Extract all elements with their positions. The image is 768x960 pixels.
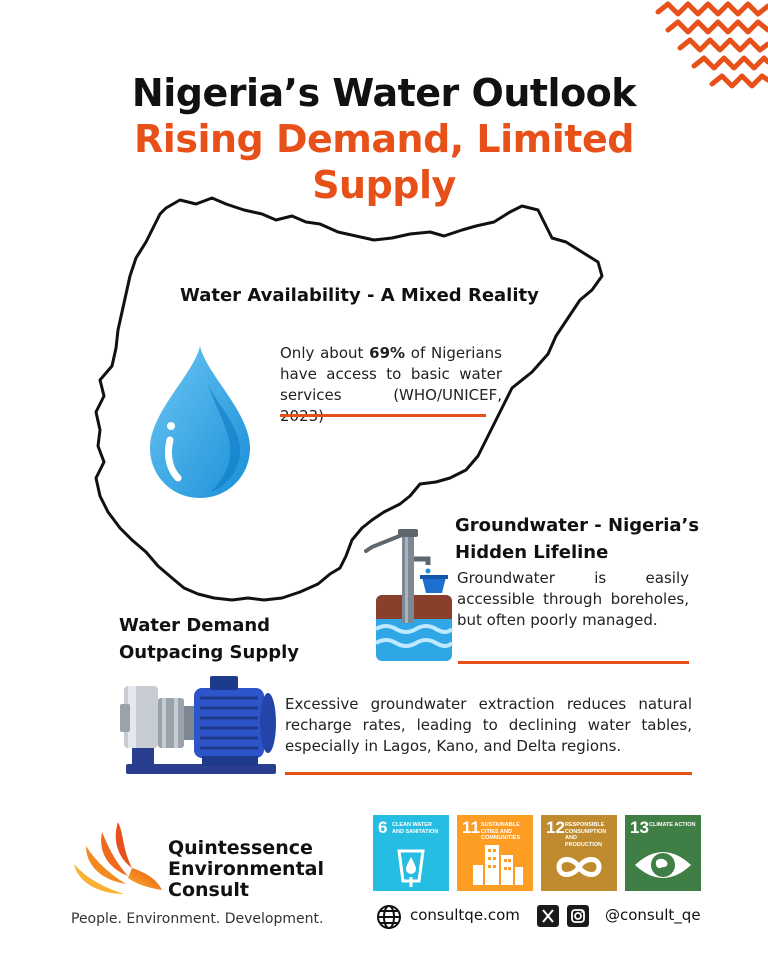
company-name-line-1: Quintessence [168,837,313,859]
groundwater-heading: Groundwater - Nigeria’s Hidden Lifeline [455,512,705,566]
x-icon[interactable] [537,905,559,927]
availability-heading: Water Availability - A Mixed Reality [180,285,539,306]
subtitle-line-1: Rising Demand, Limited [134,117,634,161]
demand-heading-line-2: Outpacing Supply [119,642,300,663]
company-tagline: People. Environment. Development. [71,911,324,927]
sdg-12-tile: 12 RESPONSIBLE CONSUMPTION AND PRODUCTIO… [541,815,617,891]
sdg-6-tile: 6 CLEAN WATER AND SANITATION [373,815,449,891]
sdg-11-tile: 11 SUSTAINABLE CITIES AND COMMUNITIES [457,815,533,891]
company-logo-icon [74,822,162,894]
company-name-line-3: Consult [168,879,249,901]
zigzag-decoration [655,1,768,89]
water-glass-icon [397,849,425,887]
availability-divider [280,414,486,417]
groundwater-heading-line-1: Groundwater - Nigeria’s [455,515,700,536]
sdg-6-number: 6 [378,818,388,837]
sdg-13-tile: 13 CLIMATE ACTION [625,815,701,891]
demand-heading-line-1: Water Demand [119,615,271,636]
demand-heading: Water Demand Outpacing Supply [119,612,319,666]
sdg-13-label: CLIMATE ACTION [649,822,696,828]
demand-divider [285,772,692,775]
hand-pump-icon [364,529,454,661]
globe-icon [377,905,401,929]
groundwater-divider [458,661,689,664]
sdg-12-number: 12 [546,818,565,837]
availability-text-post: of Nigerians have access to basic water … [280,344,502,425]
sdg-11-label: SUSTAINABLE CITIES AND COMMUNITIES [481,822,521,841]
sdg-13-number: 13 [630,818,649,837]
social-handle[interactable]: @consult_qe [605,906,701,924]
page-subtitle: Rising Demand, Limited Supply [100,116,668,208]
water-pump-motor-icon [120,676,276,774]
infinity-loop-icon [556,857,602,877]
instagram-icon[interactable] [567,905,589,927]
subtitle-line-2: Supply [312,163,456,207]
water-drop-icon [150,346,250,498]
demand-text: Excessive groundwater extraction reduces… [285,695,692,755]
company-name: Quintessence Environmental Consult [168,838,324,901]
availability-text: Only about 69% of Nigerians have access … [280,343,502,427]
sdg-11-number: 11 [462,818,480,837]
city-buildings-icon [473,845,523,885]
earth-eye-icon [635,852,691,878]
website-link[interactable]: consultqe.com [410,906,520,924]
groundwater-text: Groundwater is easily accessible through… [457,569,689,629]
sdg-6-label: CLEAN WATER AND SANITATION [392,822,439,835]
sdg-12-label: RESPONSIBLE CONSUMPTION AND PRODUCTION [565,822,607,848]
groundwater-heading-line-2: Hidden Lifeline [455,542,609,563]
page-title: Nigeria’s Water Outlook [131,71,637,115]
availability-percentage: 69% [369,344,406,362]
availability-text-pre: Only about [280,344,370,362]
company-name-line-2: Environmental [168,858,324,880]
